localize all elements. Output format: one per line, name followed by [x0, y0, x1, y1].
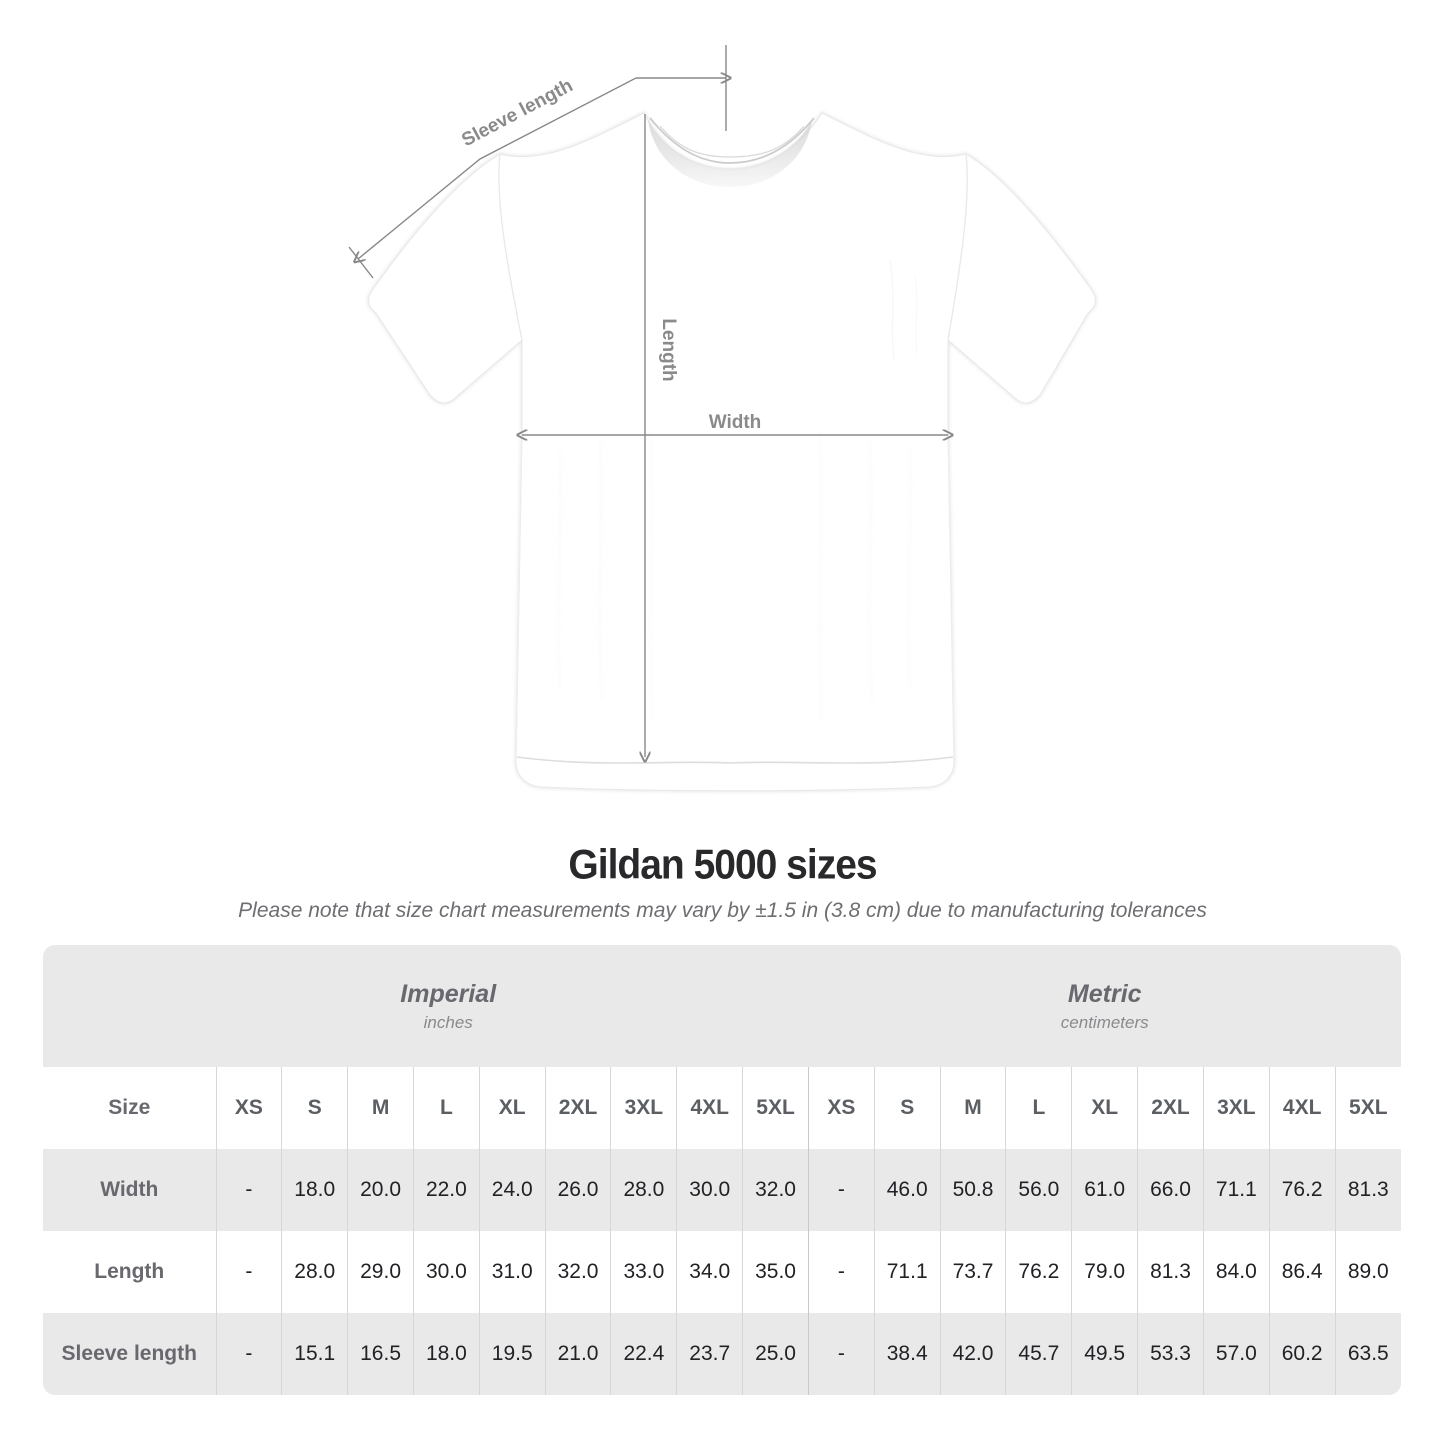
svg-text:Length: Length [658, 318, 679, 381]
svg-text:Width: Width [709, 412, 762, 433]
